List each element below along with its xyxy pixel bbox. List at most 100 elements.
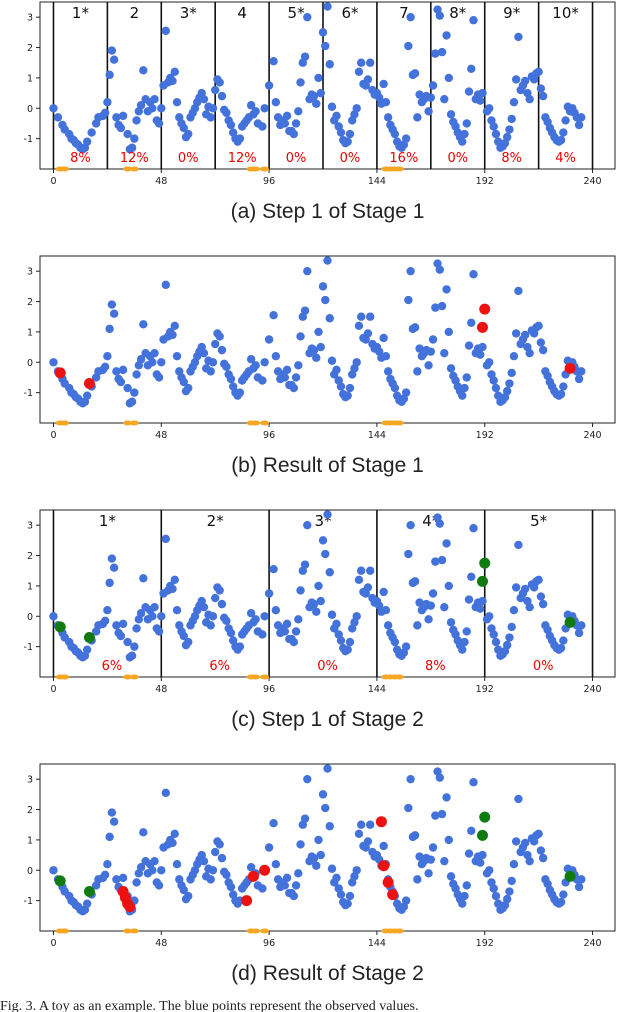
blue-point xyxy=(478,850,487,860)
blue-point xyxy=(136,609,146,618)
blue-point xyxy=(478,342,487,352)
blue-point xyxy=(574,628,584,638)
blue-point xyxy=(103,606,112,615)
blue-point xyxy=(505,887,514,896)
blue-point xyxy=(520,330,530,340)
blue-point xyxy=(336,128,346,137)
blue-point xyxy=(154,373,164,382)
blue-point xyxy=(502,386,512,396)
blue-point xyxy=(246,101,256,110)
red-point xyxy=(564,362,576,374)
blue-point xyxy=(316,342,325,352)
blue-point xyxy=(437,301,447,311)
blue-point xyxy=(82,137,92,146)
blue-point xyxy=(132,116,141,125)
segment-label: 5* xyxy=(530,512,548,530)
blue-point xyxy=(343,137,352,146)
x-tick-label: 144 xyxy=(368,430,386,441)
percentage-label: 0% xyxy=(340,151,361,166)
blue-point xyxy=(235,388,245,397)
red-point xyxy=(259,864,271,876)
blue-point xyxy=(559,382,568,391)
blue-point xyxy=(296,586,305,595)
blue-point xyxy=(383,367,393,376)
blue-point xyxy=(440,94,449,104)
x-tick-label: 144 xyxy=(368,684,386,695)
percentage-label: 0% xyxy=(447,151,468,166)
blue-point xyxy=(467,572,476,581)
blue-point xyxy=(150,856,159,866)
blue-point xyxy=(321,803,330,813)
blue-point xyxy=(467,826,476,835)
blue-point xyxy=(325,60,334,69)
x-tick-label: 48 xyxy=(155,684,167,695)
blue-point xyxy=(118,365,128,375)
blue-point xyxy=(511,75,521,84)
blue-point xyxy=(170,67,179,77)
blue-point xyxy=(222,108,231,118)
blue-point xyxy=(130,642,139,651)
panel-caption: (b) Result of Stage 1 xyxy=(231,454,424,477)
y-tick-label: 2 xyxy=(27,551,33,562)
blue-point xyxy=(130,388,139,397)
blue-point xyxy=(132,624,141,633)
blue-point xyxy=(491,891,501,901)
orange-point xyxy=(251,420,261,426)
red-point xyxy=(476,321,488,333)
blue-point xyxy=(226,120,236,130)
blue-point xyxy=(352,104,361,113)
blue-point xyxy=(525,856,534,866)
blue-point xyxy=(514,286,523,296)
red-point xyxy=(241,895,253,907)
blue-point xyxy=(536,84,546,93)
blue-point xyxy=(489,884,498,893)
x-tick-label: 192 xyxy=(476,684,494,695)
orange-point xyxy=(60,928,70,934)
blue-point xyxy=(264,81,274,90)
blue-point xyxy=(139,320,148,329)
blue-point xyxy=(431,811,440,820)
blue-point xyxy=(426,855,436,864)
green-point xyxy=(479,811,491,823)
blue-point xyxy=(105,70,114,80)
blue-point xyxy=(246,355,256,364)
blue-point xyxy=(383,621,393,630)
blue-point xyxy=(179,123,188,133)
blue-point xyxy=(206,113,215,122)
blue-point xyxy=(336,636,346,645)
blue-point xyxy=(309,853,319,863)
blue-point xyxy=(300,306,310,315)
orange-point xyxy=(123,166,133,172)
blue-point xyxy=(410,323,420,332)
blue-point xyxy=(226,882,236,892)
y-tick-label: 1 xyxy=(27,835,33,846)
blue-point xyxy=(116,631,126,641)
blue-point xyxy=(431,49,440,58)
blue-point xyxy=(199,602,209,612)
green-point xyxy=(83,886,95,898)
blue-point xyxy=(112,367,121,376)
blue-point xyxy=(289,129,299,139)
blue-point xyxy=(260,612,269,621)
blue-point xyxy=(148,358,157,367)
blue-point xyxy=(208,612,218,621)
y-tick-label: 2 xyxy=(27,43,33,54)
blue-point xyxy=(258,884,267,893)
blue-point xyxy=(309,599,319,609)
blue-point xyxy=(577,367,586,376)
green-point xyxy=(564,616,576,628)
orange-point xyxy=(260,420,270,426)
x-tick-label: 0 xyxy=(50,684,56,695)
blue-point xyxy=(507,876,516,886)
blue-point xyxy=(161,280,170,290)
blue-point xyxy=(485,104,494,113)
blue-point xyxy=(345,129,355,139)
blue-point xyxy=(446,618,456,627)
blue-point xyxy=(291,119,301,128)
blue-point xyxy=(460,891,469,901)
blue-point xyxy=(206,621,215,630)
percentage-label: 8% xyxy=(70,151,91,166)
blue-point xyxy=(172,352,182,361)
blue-point xyxy=(206,367,215,376)
orange-point xyxy=(260,928,270,934)
